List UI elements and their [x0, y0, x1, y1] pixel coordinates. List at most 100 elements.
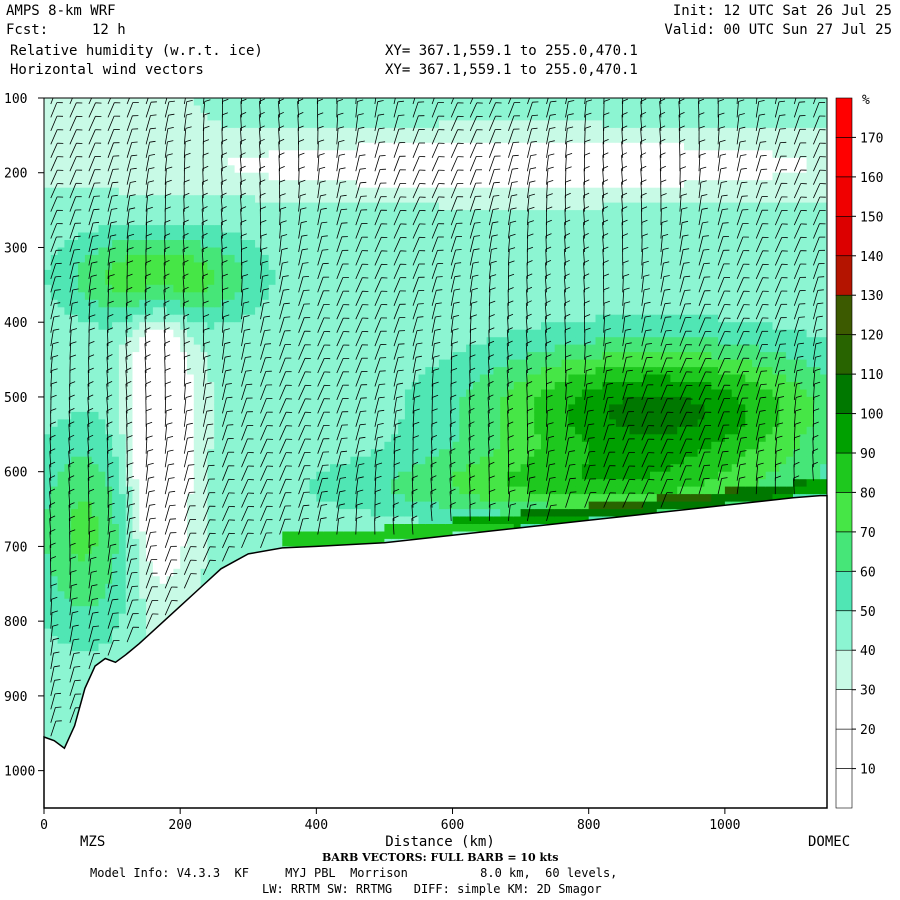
rh-cell [193, 187, 202, 196]
rh-cell [384, 210, 392, 219]
rh-cell [152, 621, 161, 630]
rh-cell [50, 538, 59, 547]
rh-cell [180, 553, 188, 562]
rh-cell [105, 591, 113, 600]
rh-cell [350, 120, 358, 129]
rh-cell [187, 486, 195, 495]
rh-cell [125, 337, 134, 346]
rh-cell [370, 344, 379, 353]
rh-cell [343, 269, 351, 278]
rh-cell [78, 561, 86, 570]
rh-cell [343, 486, 351, 495]
rh-cell [275, 494, 283, 503]
rh-cell [357, 322, 365, 331]
rh-cell [295, 135, 304, 144]
rh-cell [187, 210, 195, 219]
rh-cell [125, 598, 134, 607]
rh-cell [343, 471, 351, 480]
rh-cell [330, 307, 338, 316]
rh-cell [377, 172, 385, 181]
rh-cell [221, 157, 229, 166]
rh-cell [241, 98, 249, 107]
rh-cell [200, 120, 208, 129]
rh-cell [152, 426, 161, 435]
rh-cell [98, 232, 106, 241]
rh-cell [207, 217, 215, 226]
rh-cell [173, 441, 181, 450]
rh-cell [261, 538, 270, 547]
rh-cell [159, 157, 168, 166]
rh-cell [180, 456, 188, 465]
rh-cell [221, 202, 229, 211]
rh-cell [173, 389, 181, 398]
rh-cell [118, 434, 127, 443]
rh-cell [282, 441, 290, 450]
rh-cell [336, 225, 345, 234]
rh-cell [50, 718, 59, 727]
rh-cell [44, 733, 52, 742]
rh-cell [214, 112, 222, 121]
rh-cell [364, 509, 372, 518]
rh-cell [78, 180, 86, 189]
rh-cell [125, 464, 134, 473]
rh-cell [336, 322, 345, 331]
rh-cell [57, 553, 65, 562]
rh-cell [105, 195, 113, 204]
rh-cell [261, 516, 270, 525]
rh-cell [227, 456, 236, 465]
rh-cell [207, 538, 215, 547]
rh-cell [336, 262, 345, 271]
rh-cell [227, 494, 236, 503]
rh-cell [370, 217, 379, 226]
rh-cell [166, 591, 174, 600]
rh-cell [227, 150, 236, 159]
rh-cell [316, 284, 324, 293]
rh-cell [391, 501, 399, 510]
rh-cell [255, 202, 263, 211]
rh-cell [57, 352, 65, 361]
rh-cell [180, 157, 188, 166]
rh-cell [214, 307, 222, 316]
rh-cell [187, 449, 195, 458]
rh-cell [193, 112, 202, 121]
rh-cell [275, 240, 283, 249]
rh-cell [370, 486, 379, 495]
rh-cell [112, 598, 120, 607]
rh-cell [275, 269, 283, 278]
rh-cell [44, 509, 52, 518]
rh-cell [64, 710, 72, 719]
rh-cell [78, 456, 86, 465]
rh-cell [187, 307, 195, 316]
rh-cell [391, 269, 399, 278]
rh-cell [214, 352, 222, 361]
rh-cell [193, 180, 202, 189]
rh-cell [330, 411, 338, 420]
rh-cell [173, 449, 181, 458]
rh-cell [261, 367, 270, 376]
rh-cell [187, 202, 195, 211]
rh-cell [398, 389, 406, 398]
rh-cell [152, 561, 161, 570]
rh-cell [180, 494, 188, 503]
rh-cell [98, 359, 106, 368]
rh-cell [125, 613, 134, 622]
rh-cell [289, 225, 297, 234]
rh-cell [227, 374, 236, 383]
rh-cell [118, 299, 127, 308]
rh-cell [234, 277, 242, 286]
rh-cell [118, 636, 127, 645]
forecast-value: 12 h [92, 22, 126, 38]
rh-cell [364, 247, 372, 256]
rh-cell [118, 277, 127, 286]
rh-cell [302, 382, 311, 391]
rh-cell [350, 277, 358, 286]
rh-cell [234, 127, 242, 136]
rh-cell [193, 449, 202, 458]
rh-cell [91, 658, 100, 667]
rh-cell [71, 658, 79, 667]
rh-cell [132, 464, 140, 473]
rh-cell [112, 441, 120, 450]
rh-cell [214, 337, 222, 346]
rh-cell [44, 195, 52, 204]
rh-cell [78, 150, 86, 159]
